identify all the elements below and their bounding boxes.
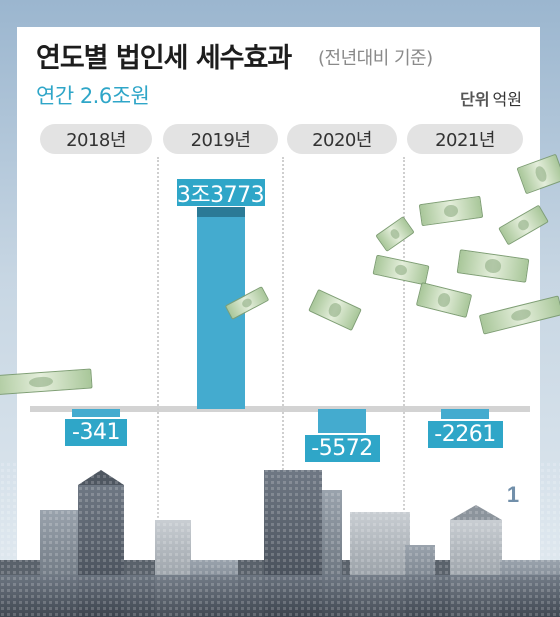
unit-label: 단위	[460, 90, 490, 109]
bar-value-label: -2261	[425, 418, 505, 450]
column-separator	[157, 157, 159, 577]
chart-title: 연도별 법인세 세수효과	[36, 43, 292, 74]
logo-text: news	[437, 481, 494, 508]
bar-label-shadow	[196, 207, 245, 217]
news1-logo: news 1	[438, 480, 528, 510]
bar-value-label: -5572	[302, 433, 382, 464]
bar	[441, 409, 489, 419]
zero-baseline	[30, 406, 530, 412]
x-category-label: 2018년	[40, 124, 152, 154]
chart-subtitle: (전년대비 기준)	[318, 48, 433, 69]
unit-note: 단위 억원	[460, 86, 522, 110]
unit-value: 억원	[492, 90, 522, 109]
logo-mark: 1	[498, 480, 528, 510]
bar	[72, 409, 120, 417]
x-category-label: 2020년	[287, 124, 397, 154]
annual-annotation: 연간 2.6조원	[36, 84, 150, 108]
column-separator	[282, 157, 284, 577]
x-category-label: 2019년	[163, 124, 278, 154]
column-separator	[403, 157, 405, 577]
bar-value-label: -341	[63, 417, 129, 448]
bar	[318, 409, 366, 433]
bar-value-label: 3조3773	[174, 177, 267, 208]
x-category-label: 2021년	[407, 124, 523, 154]
